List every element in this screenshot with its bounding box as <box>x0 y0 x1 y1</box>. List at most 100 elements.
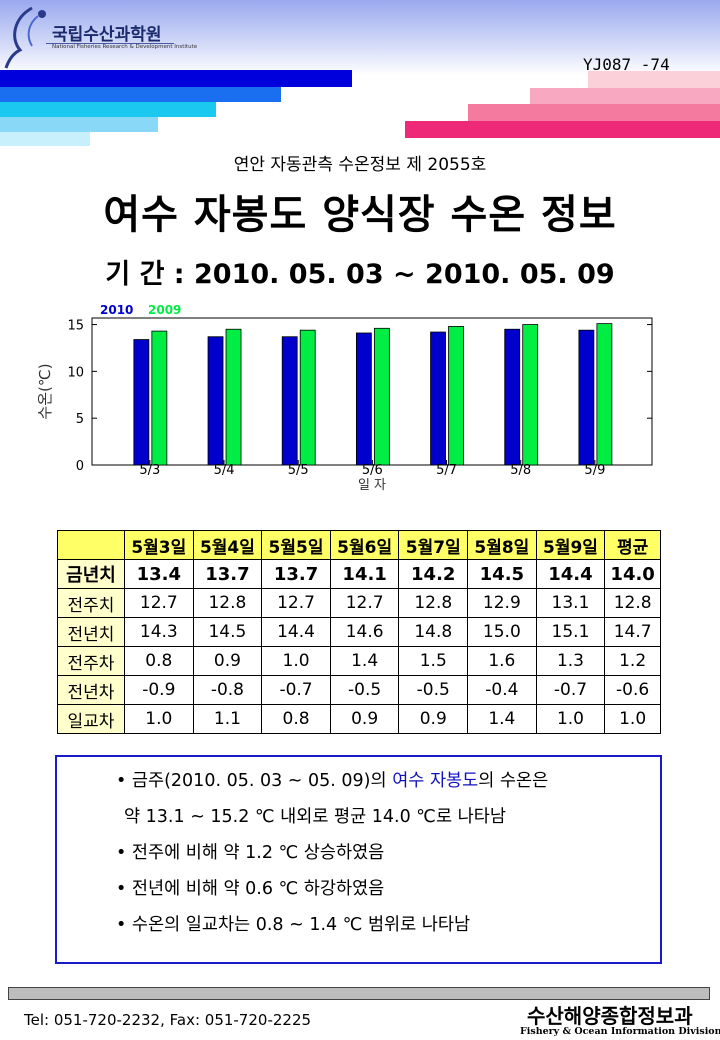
table-cell: 0.8 <box>261 704 331 734</box>
water-temperature-chart: 0 5 10 15 5/3 5/4 5/5 5/6 5/7 5/8 5/9 일 자 수온(℃) 2010 2… <box>36 303 653 493</box>
bar-2010 <box>504 328 521 466</box>
table-cell: 14.4 <box>261 617 331 647</box>
table-cell: 12.7 <box>261 588 331 618</box>
bar-2009 <box>225 328 242 466</box>
report-period: 기 간 : 2010. 05. 03 ~ 2010. 05. 09 <box>105 259 615 290</box>
summary-box: • 금주(2010. 05. 03 ~ 05. 09)의 여수 자봉도의 수온은… <box>55 755 662 964</box>
summary-line-2: 약 13.1 ~ 15.2 ℃ 내외로 평균 14.0 ℃로 나타남 <box>124 807 506 827</box>
table-cell: 1.5 <box>398 646 469 676</box>
header-background <box>0 0 720 75</box>
table-cell: 0.9 <box>329 704 400 734</box>
decor-bar-blue <box>0 70 352 87</box>
table-header-corner <box>57 530 125 560</box>
table-cell: 13.1 <box>535 588 606 618</box>
table-cell: 14.1 <box>329 559 400 589</box>
table-cell: 12.9 <box>467 588 537 618</box>
y-tick-label: 0 <box>76 459 84 474</box>
table-cell: 14.6 <box>329 617 400 647</box>
summary-line-1-prefix: • 금주(2010. 05. 03 ~ 05. 09)의 <box>116 771 393 791</box>
table-cell: 1.4 <box>467 704 537 734</box>
summary-location-highlight: 여수 자봉도 <box>392 771 479 791</box>
table-cell: 12.8 <box>398 588 469 618</box>
table-header-cell: 평균 <box>604 530 661 560</box>
summary-line-1: • 금주(2010. 05. 03 ~ 05. 09)의 여수 자봉도의 수온은 <box>116 767 548 792</box>
bar-2010 <box>430 331 446 466</box>
table-cell: 1.1 <box>192 704 263 734</box>
table-header-cell: 5월3일 <box>124 530 194 560</box>
table-cell: 0.8 <box>124 646 194 676</box>
table-cell: 13.4 <box>124 559 194 589</box>
table-cell: 14.7 <box>604 617 661 647</box>
logo-divider <box>46 43 174 44</box>
table-header-cell: 5월4일 <box>192 530 263 560</box>
table-row-label: 일교차 <box>57 704 125 734</box>
table-row-label: 금년치 <box>57 559 125 589</box>
decor-bar-cyan <box>0 102 216 117</box>
table-row: 전주치 12.7 12.8 12.7 12.7 12.8 12.9 13.1 12.8 <box>57 588 661 618</box>
table-cell: 1.0 <box>604 704 661 734</box>
x-tick-label: 5/9 <box>584 463 605 478</box>
x-tick-label: 5/4 <box>214 463 235 478</box>
table-cell: 12.8 <box>192 588 263 618</box>
table-cell: 15.0 <box>467 617 537 647</box>
table-cell: 14.5 <box>192 617 263 647</box>
table-header-cell: 5월5일 <box>261 530 331 560</box>
table-cell: 1.4 <box>329 646 400 676</box>
table-cell: 13.7 <box>261 559 331 589</box>
bar-2010 <box>355 332 372 466</box>
x-tick-label: 5/6 <box>362 463 383 478</box>
y-tick-label: 10 <box>67 365 84 380</box>
legend-2009: 2009 <box>148 303 181 317</box>
table-cell: 12.7 <box>329 588 400 618</box>
table-cell: -0.7 <box>261 675 331 705</box>
table-header-row: 5월3일 5월4일 5월5일 5월6일 5월7일 5월8일 5월9일 평균 <box>57 530 661 560</box>
contact-info: Tel: 051-720-2232, Fax: 051-720-2225 <box>24 1011 312 1029</box>
summary-line-4: • 전년에 비해 약 0.6 ℃ 하강하였음 <box>116 879 385 899</box>
plot-frame <box>91 317 653 466</box>
table-row-label: 전주차 <box>57 646 125 676</box>
table-cell: 15.1 <box>535 617 606 647</box>
x-tick-label: 5/5 <box>288 463 309 478</box>
x-axis-label: 일 자 <box>358 478 386 493</box>
summary-line-1-suffix: 의 수온은 <box>478 771 549 791</box>
decor-bar-lightpink <box>530 88 720 104</box>
temperature-table: 5월3일 5월4일 5월5일 5월6일 5월7일 5월8일 5월9일 평균 금년치 13.4 13… <box>57 530 661 734</box>
bar-2009 <box>522 324 539 466</box>
bar-2010 <box>207 336 224 466</box>
table-cell: -0.5 <box>329 675 400 705</box>
table-row: 전주차 0.8 0.9 1.0 1.4 1.5 1.6 1.3 1.2 <box>57 646 661 676</box>
table-cell: 14.4 <box>535 559 606 589</box>
table-cell: 14.2 <box>398 559 469 589</box>
x-tick-label: 5/3 <box>139 463 160 478</box>
summary-line-3: • 전주에 비해 약 1.2 ℃ 상승하였음 <box>116 843 385 863</box>
table-row: 금년치 13.4 13.7 13.7 14.1 14.2 14.5 14.4 14.0 <box>57 559 661 589</box>
table-cell: 1.6 <box>467 646 537 676</box>
y-tick-label: 5 <box>76 412 84 427</box>
table-cell: -0.7 <box>535 675 606 705</box>
legend-2010: 2010 <box>100 303 133 317</box>
table-cell: 1.0 <box>124 704 194 734</box>
table-row: 일교차 1.0 1.1 0.8 0.9 0.9 1.4 1.0 1.0 <box>57 704 661 734</box>
table-row-label: 전주치 <box>57 588 125 618</box>
decor-bar-lightcyan <box>0 117 158 132</box>
bar-2009 <box>151 330 168 466</box>
table-cell: 0.9 <box>398 704 469 734</box>
table-cell: 0.9 <box>192 646 263 676</box>
division-name-english: Fishery & Ocean Information Division <box>520 1026 720 1037</box>
x-tick-label: 5/7 <box>436 463 457 478</box>
bar-2009 <box>596 323 613 466</box>
table-header-cell: 5월8일 <box>467 530 537 560</box>
table-cell: 14.3 <box>124 617 194 647</box>
y-axis-label: 수온(℃) <box>36 363 54 419</box>
report-title: 여수 자봉도 양식장 수온 정보 <box>103 192 617 238</box>
table-cell: 12.7 <box>124 588 194 618</box>
decor-bar-pink <box>468 104 720 121</box>
table-row-label: 전년치 <box>57 617 125 647</box>
table-cell: 1.0 <box>535 704 606 734</box>
x-tick-label: 5/8 <box>510 463 531 478</box>
table-cell: 1.3 <box>535 646 606 676</box>
table-header-cell: 5월9일 <box>535 530 606 560</box>
table-cell: 14.8 <box>398 617 469 647</box>
table-cell: 12.8 <box>604 588 661 618</box>
decor-bar-magenta <box>405 121 720 138</box>
